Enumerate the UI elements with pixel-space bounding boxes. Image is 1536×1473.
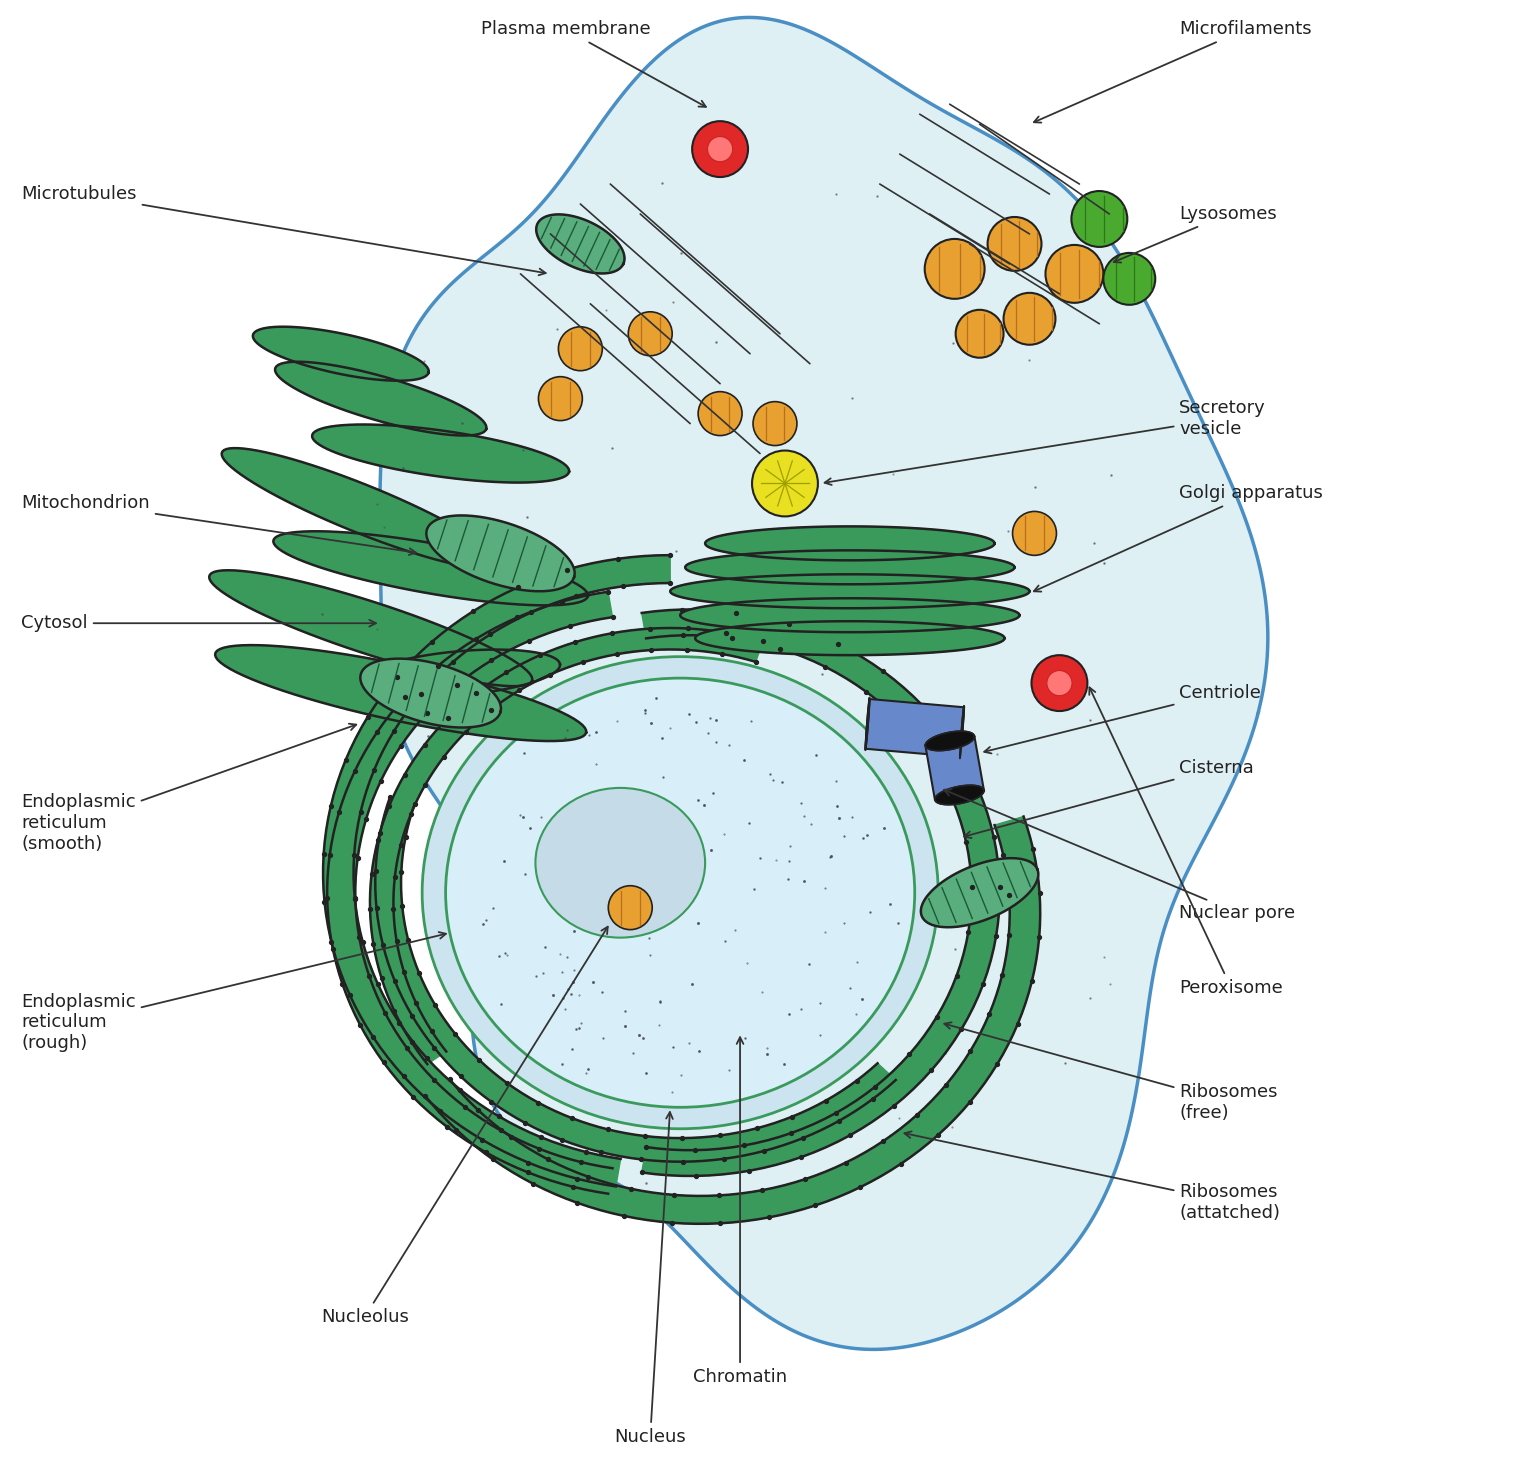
Text: Microtubules: Microtubules — [22, 186, 545, 275]
Polygon shape — [685, 551, 1015, 585]
Text: Peroxisome: Peroxisome — [1089, 688, 1283, 997]
Text: Nucleolus: Nucleolus — [321, 927, 608, 1326]
Polygon shape — [327, 592, 613, 1193]
Ellipse shape — [699, 392, 742, 436]
Polygon shape — [960, 706, 965, 759]
Ellipse shape — [536, 788, 705, 938]
Text: Endoplasmic
reticulum
(rough): Endoplasmic reticulum (rough) — [22, 932, 445, 1052]
Ellipse shape — [628, 312, 673, 355]
Polygon shape — [865, 700, 965, 757]
Ellipse shape — [988, 217, 1041, 271]
Text: Cisterna: Cisterna — [965, 759, 1253, 838]
Polygon shape — [379, 18, 1267, 1349]
Ellipse shape — [539, 377, 582, 421]
Polygon shape — [865, 698, 869, 750]
Ellipse shape — [925, 239, 985, 299]
Polygon shape — [221, 448, 499, 569]
Polygon shape — [209, 570, 533, 686]
Polygon shape — [370, 627, 763, 1064]
Polygon shape — [925, 731, 974, 751]
Ellipse shape — [559, 327, 602, 371]
Ellipse shape — [1046, 245, 1103, 303]
Text: Centriole: Centriole — [985, 683, 1261, 753]
Text: Mitochondrion: Mitochondrion — [22, 495, 416, 555]
Polygon shape — [670, 574, 1029, 608]
Ellipse shape — [753, 451, 817, 517]
Ellipse shape — [1072, 191, 1127, 247]
Polygon shape — [375, 797, 895, 1162]
Polygon shape — [361, 658, 501, 728]
Text: Ribosomes
(free): Ribosomes (free) — [945, 1022, 1278, 1122]
Text: Cytosol: Cytosol — [22, 614, 376, 632]
Ellipse shape — [1103, 253, 1155, 305]
Ellipse shape — [445, 678, 915, 1108]
Polygon shape — [215, 645, 587, 741]
Text: Microfilaments: Microfilaments — [1034, 21, 1312, 122]
Text: Golgi apparatus: Golgi apparatus — [1034, 485, 1322, 592]
Ellipse shape — [1012, 511, 1057, 555]
Polygon shape — [642, 610, 1000, 1175]
Polygon shape — [361, 650, 561, 697]
Text: Nucleus: Nucleus — [614, 1112, 687, 1445]
Polygon shape — [536, 215, 625, 274]
Ellipse shape — [753, 402, 797, 445]
Polygon shape — [323, 555, 670, 1186]
Ellipse shape — [1032, 655, 1087, 711]
Polygon shape — [696, 622, 1005, 655]
Ellipse shape — [708, 137, 733, 162]
Ellipse shape — [422, 657, 938, 1128]
Text: Ribosomes
(attatched): Ribosomes (attatched) — [905, 1131, 1279, 1221]
Polygon shape — [705, 526, 995, 560]
Ellipse shape — [608, 885, 653, 929]
Polygon shape — [253, 327, 429, 380]
Polygon shape — [425, 816, 1040, 1224]
Polygon shape — [925, 736, 985, 800]
Polygon shape — [275, 362, 487, 436]
Polygon shape — [273, 532, 588, 605]
Polygon shape — [680, 598, 1020, 632]
Text: Lysosomes: Lysosomes — [1114, 205, 1276, 262]
Polygon shape — [427, 516, 574, 591]
Polygon shape — [312, 424, 570, 483]
Ellipse shape — [693, 121, 748, 177]
Ellipse shape — [1048, 670, 1072, 695]
Text: Chromatin: Chromatin — [693, 1037, 786, 1386]
Polygon shape — [935, 785, 985, 804]
Text: Plasma membrane: Plasma membrane — [481, 21, 707, 108]
Text: Endoplasmic
reticulum
(smooth): Endoplasmic reticulum (smooth) — [22, 723, 356, 853]
Polygon shape — [922, 859, 1038, 928]
Text: Secretory
vesicle: Secretory vesicle — [825, 399, 1266, 485]
Ellipse shape — [1003, 293, 1055, 345]
Text: Nuclear pore: Nuclear pore — [945, 790, 1295, 922]
Ellipse shape — [955, 309, 1003, 358]
